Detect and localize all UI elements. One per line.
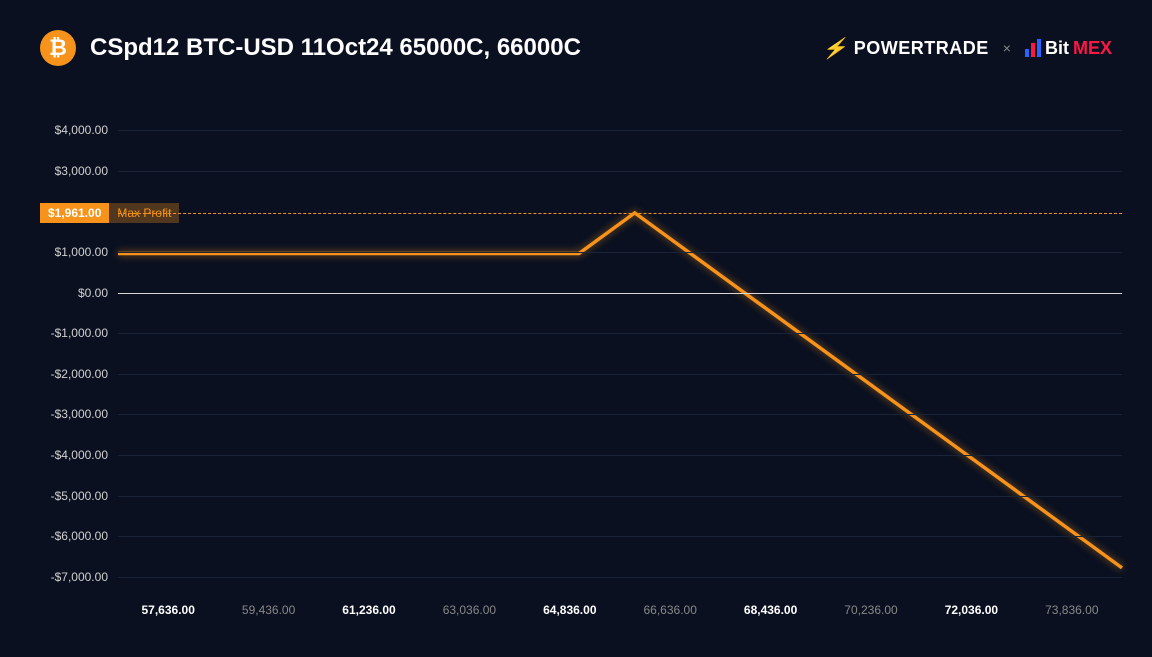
max-profit-badge: $1,961.00Max Profit — [40, 203, 179, 223]
x-axis-label: 66,636.00 — [643, 603, 696, 617]
chart-title: CSpd12 BTC-USD 11Oct24 65000C, 66000C — [90, 34, 581, 62]
gridline — [118, 536, 1122, 537]
y-axis-label: -$5,000.00 — [40, 489, 108, 503]
y-axis-label: -$1,000.00 — [40, 326, 108, 340]
gridline — [118, 414, 1122, 415]
x-axis-label: 73,836.00 — [1045, 603, 1098, 617]
gridline — [118, 252, 1122, 253]
y-axis-label: -$3,000.00 — [40, 407, 108, 421]
x-axis-label: 64,836.00 — [543, 603, 596, 617]
y-axis-label: -$4,000.00 — [40, 448, 108, 462]
x-axis-label: 72,036.00 — [945, 603, 998, 617]
y-axis-label: $0.00 — [40, 286, 108, 300]
bolt-icon: ⚡ — [822, 36, 847, 61]
plot-area — [118, 130, 1122, 577]
gridline — [118, 577, 1122, 578]
x-axis-label: 57,636.00 — [141, 603, 194, 617]
max-profit-value: $1,961.00 — [40, 203, 109, 223]
y-axis-label: -$2,000.00 — [40, 367, 108, 381]
max-profit-label: Max Profit — [109, 203, 179, 223]
y-axis-label: $4,000.00 — [40, 123, 108, 137]
bitmex-logo: BitMEX — [1025, 38, 1112, 59]
x-axis-label: 70,236.00 — [844, 603, 897, 617]
y-axis-label: $1,000.00 — [40, 245, 108, 259]
x-axis-label: 63,036.00 — [443, 603, 496, 617]
max-profit-line — [118, 213, 1122, 214]
pnl-line-svg — [118, 130, 1122, 577]
bitmex-bars-icon — [1025, 39, 1041, 57]
title-group: ₿ CSpd12 BTC-USD 11Oct24 65000C, 66000C — [40, 30, 581, 66]
header: ₿ CSpd12 BTC-USD 11Oct24 65000C, 66000C … — [0, 0, 1152, 76]
x-axis-label: 68,436.00 — [744, 603, 797, 617]
gridline — [118, 130, 1122, 131]
y-axis-label: -$7,000.00 — [40, 570, 108, 584]
x-axis-label: 59,436.00 — [242, 603, 295, 617]
pnl-line — [118, 213, 1122, 568]
pnl-chart: $4,000.00$3,000.00$1,000.00$0.00-$1,000.… — [40, 130, 1122, 617]
brand-group: ⚡ POWERTRADE × BitMEX — [822, 36, 1112, 61]
powertrade-logo: ⚡ POWERTRADE — [822, 36, 988, 61]
x-axis-label: 61,236.00 — [342, 603, 395, 617]
y-axis-label: -$6,000.00 — [40, 529, 108, 543]
bitmex-suffix: MEX — [1073, 38, 1112, 59]
gridline — [118, 374, 1122, 375]
gridline — [118, 333, 1122, 334]
zero-line — [118, 293, 1122, 294]
y-axis-label: $3,000.00 — [40, 164, 108, 178]
brand-separator: × — [1003, 40, 1011, 56]
gridline — [118, 455, 1122, 456]
powertrade-text: POWERTRADE — [854, 38, 989, 59]
bitmex-prefix: Bit — [1045, 38, 1069, 59]
bitcoin-icon: ₿ — [40, 30, 76, 66]
gridline — [118, 496, 1122, 497]
gridline — [118, 171, 1122, 172]
